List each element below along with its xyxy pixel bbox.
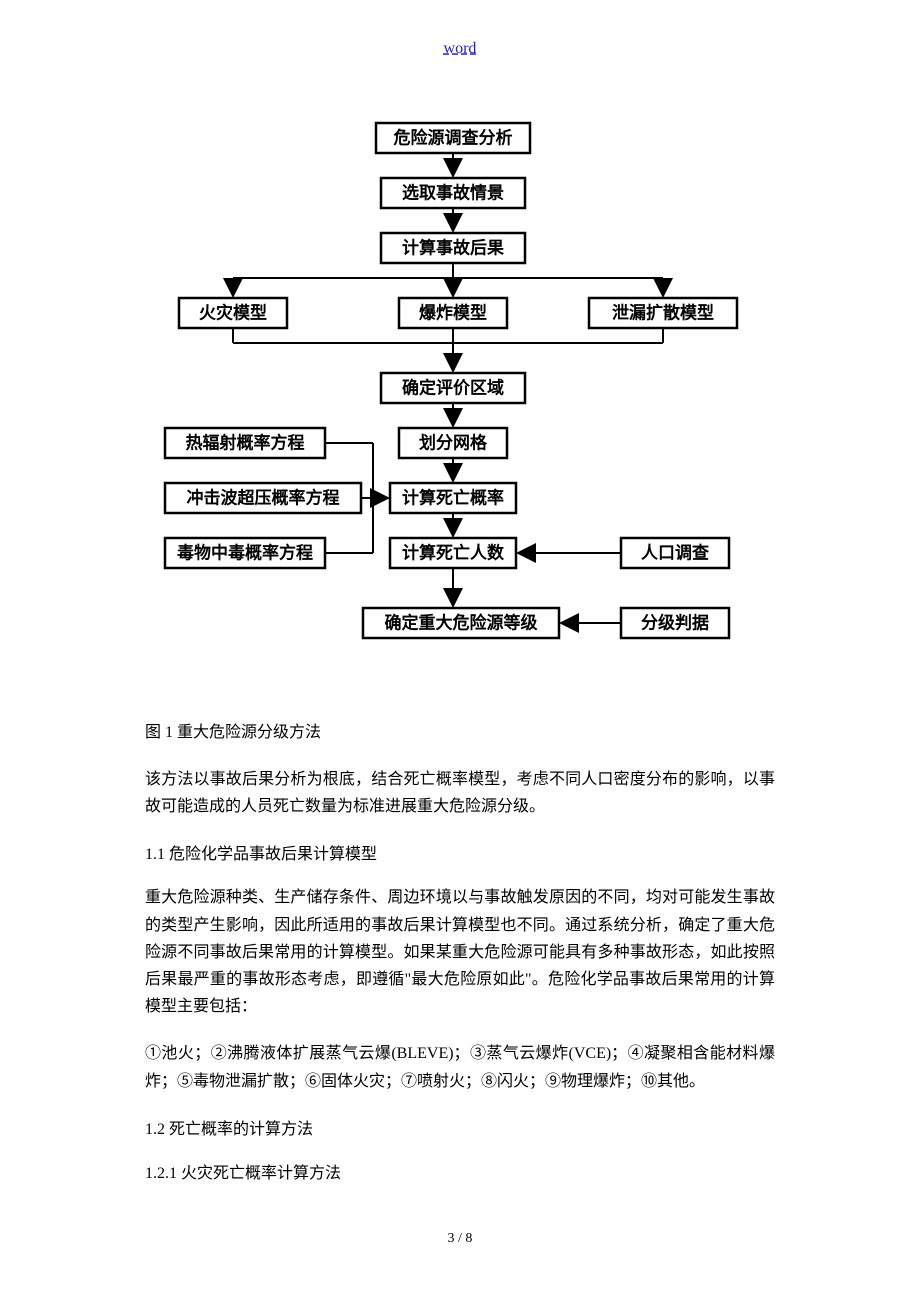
heading-1-2: 1.2 死亡概率的计算方法 bbox=[145, 1115, 775, 1139]
fc-node-n7b: 计算死亡概率 bbox=[402, 488, 504, 508]
fc-node-n4a: 火灾模型 bbox=[199, 303, 267, 323]
fc-node-n8c: 人口调查 bbox=[641, 543, 710, 563]
page: word 危险源调查分析 选取事故情景 计算事故后果 bbox=[0, 0, 920, 1302]
fc-node-n9a: 确定重大危险源等级 bbox=[385, 613, 538, 633]
heading-1-2-1: 1.2.1 火灾死亡概率计算方法 bbox=[145, 1159, 775, 1183]
fc-node-n3: 计算事故后果 bbox=[402, 238, 504, 258]
page-number: 3 / 8 bbox=[0, 1231, 920, 1247]
fc-node-n1: 危险源调查分析 bbox=[393, 128, 513, 148]
figure-caption: 图 1 重大危险源分级方法 bbox=[145, 718, 775, 742]
fc-node-n4c: 泄漏扩散模型 bbox=[612, 303, 714, 323]
fc-node-n9b: 分级判据 bbox=[641, 613, 709, 633]
paragraph-models-list: ①池火；②沸腾液体扩展蒸气云爆(BLEVE)；③蒸气云爆炸(VCE)；④凝聚相含… bbox=[145, 1040, 775, 1094]
fc-node-n6b: 划分网格 bbox=[419, 433, 488, 453]
fc-node-n5: 确定评价区域 bbox=[402, 378, 504, 398]
header-word-link[interactable]: word bbox=[145, 40, 775, 58]
paragraph-intro: 该方法以事故后果分析为根底，结合死亡概率模型，考虑不同人口密度分布的影响，以事故… bbox=[145, 766, 775, 820]
fc-node-n8a: 毒物中毒概率方程 bbox=[177, 543, 313, 563]
paragraph-1-1: 重大危险源种类、生产储存条件、周边环境以与事故触发原因的不同，均对可能发生事故的… bbox=[145, 884, 775, 1020]
fc-node-n6a: 热辐射概率方程 bbox=[186, 433, 305, 453]
heading-1-1: 1.1 危险化学品事故后果计算模型 bbox=[145, 840, 775, 864]
fc-node-n4b: 爆炸模型 bbox=[419, 303, 487, 323]
fc-node-n8b: 计算死亡人数 bbox=[402, 543, 505, 563]
flowchart: 危险源调查分析 选取事故情景 计算事故后果 火灾模型 爆炸模型 泄漏扩散模型 bbox=[145, 118, 775, 658]
fc-node-n7a: 冲击波超压概率方程 bbox=[187, 488, 340, 508]
fc-node-n2: 选取事故情景 bbox=[402, 183, 504, 203]
